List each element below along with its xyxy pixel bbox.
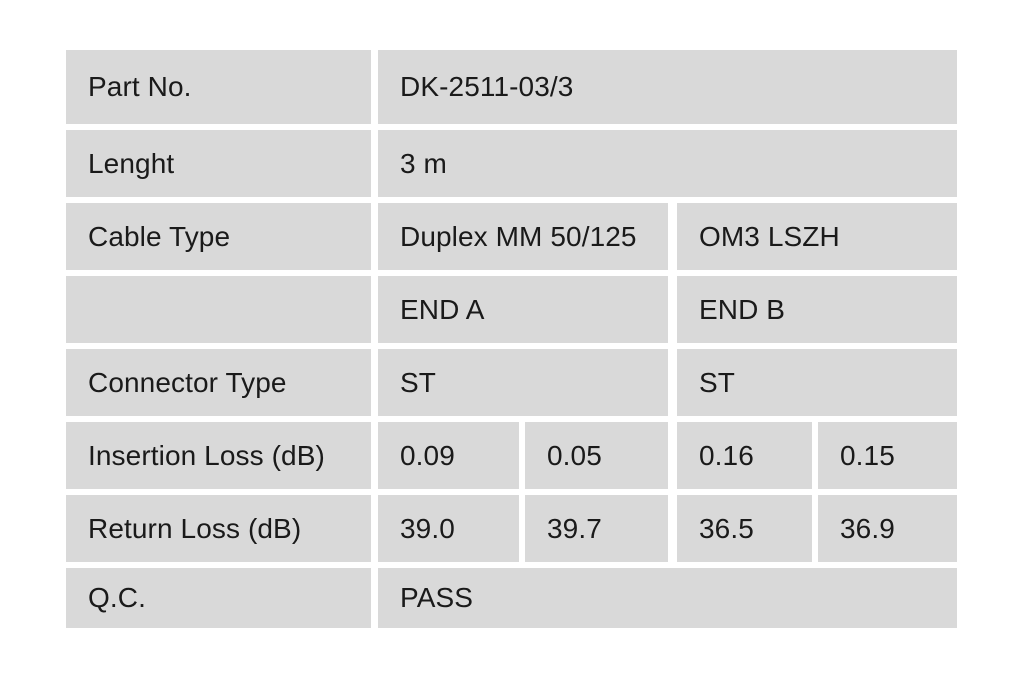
end-a-header: END A — [378, 276, 668, 343]
insertion-loss-label: Insertion Loss (dB) — [66, 422, 371, 489]
end-header-spacer — [66, 276, 371, 343]
qc-value: PASS — [378, 568, 957, 628]
cable-type-value: Duplex MM 50/125 — [378, 203, 668, 270]
connector-type-label: Connector Type — [66, 349, 371, 416]
connector-type-value-end-b: ST — [677, 349, 957, 416]
connector-type-value-end-a: ST — [378, 349, 668, 416]
return-loss-end-b-fiber-1: 36.5 — [677, 495, 812, 562]
insertion-loss-end-a-fiber-2: 0.05 — [525, 422, 668, 489]
cable-spec-table: Part No. DK-2511-03/3 Lenght 3 m Cable T… — [66, 50, 957, 628]
return-loss-end-b-fiber-2: 36.9 — [818, 495, 957, 562]
insertion-loss-end-b-fiber-1: 0.16 — [677, 422, 812, 489]
part-no-value: DK-2511-03/3 — [378, 50, 957, 124]
insertion-loss-end-a-fiber-1: 0.09 — [378, 422, 519, 489]
return-loss-end-a-fiber-1: 39.0 — [378, 495, 519, 562]
insertion-loss-end-b-fiber-2: 0.15 — [818, 422, 957, 489]
length-value: 3 m — [378, 130, 957, 197]
cable-type-value-jacket: OM3 LSZH — [677, 203, 957, 270]
qc-label: Q.C. — [66, 568, 371, 628]
end-b-header: END B — [677, 276, 957, 343]
return-loss-end-a-fiber-2: 39.7 — [525, 495, 668, 562]
return-loss-label: Return Loss (dB) — [66, 495, 371, 562]
part-no-label: Part No. — [66, 50, 371, 124]
cable-type-label: Cable Type — [66, 203, 371, 270]
length-label: Lenght — [66, 130, 371, 197]
